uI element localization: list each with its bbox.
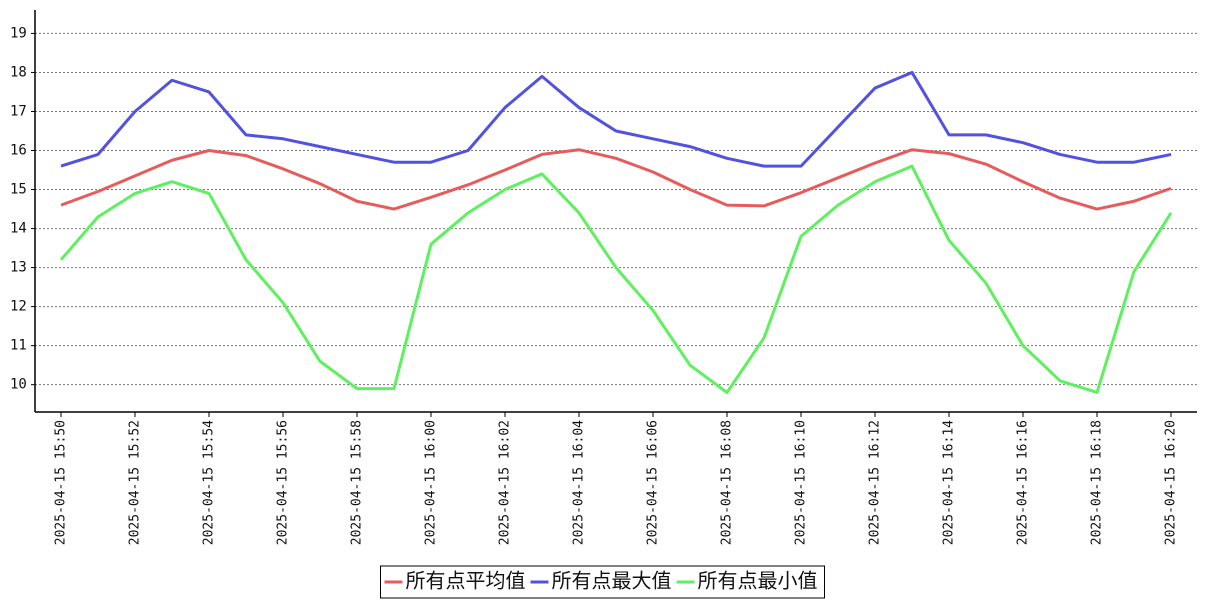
legend-label: 所有点平均值 <box>406 569 526 593</box>
series-line <box>60 70 1172 168</box>
x-tick-label: 2025-04-15 16:18 <box>1090 420 1105 545</box>
x-tick-label: 2025-04-15 15:58 <box>350 420 365 545</box>
series-line <box>59 164 1173 394</box>
x-tick-label: 2025-04-15 15:56 <box>276 420 291 545</box>
x-tick-label: 2025-04-15 16:16 <box>1016 420 1031 545</box>
x-tick-label: 2025-04-15 16:12 <box>868 420 883 545</box>
y-tick-label: 19 <box>10 25 27 41</box>
legend-box <box>380 565 825 599</box>
x-tick-label: 2025-04-15 15:50 <box>54 420 69 545</box>
x-tick-label: 2025-04-15 16:10 <box>794 420 809 545</box>
legend-label: 所有点最小值 <box>698 569 818 593</box>
x-tick-label: 2025-04-15 16:14 <box>942 420 957 545</box>
legend-label: 所有点最大值 <box>552 569 672 593</box>
y-tick-label: 15 <box>10 182 27 198</box>
x-tick-label: 2025-04-15 16:06 <box>646 420 661 545</box>
y-tick-label: 17 <box>10 103 27 119</box>
y-tick-label: 12 <box>10 299 27 315</box>
x-tick-label: 2025-04-15 16:20 <box>1164 420 1179 545</box>
y-tick-label: 11 <box>10 338 27 354</box>
y-tick-label: 16 <box>10 143 27 159</box>
x-tick-label: 2025-04-15 15:54 <box>202 420 217 545</box>
x-tick-label: 2025-04-15 16:04 <box>572 420 587 545</box>
y-tick-label: 18 <box>10 64 27 80</box>
y-tick-label: 13 <box>10 260 27 276</box>
y-tick-label: 10 <box>10 377 27 393</box>
y-tick-label: 14 <box>10 221 27 237</box>
x-tick-label: 2025-04-15 16:08 <box>720 420 735 545</box>
x-tick-label: 2025-04-15 16:02 <box>498 420 513 545</box>
x-tick-label: 2025-04-15 16:00 <box>424 420 439 545</box>
series-line <box>60 148 1172 211</box>
x-tick-label: 2025-04-15 15:52 <box>128 420 143 545</box>
